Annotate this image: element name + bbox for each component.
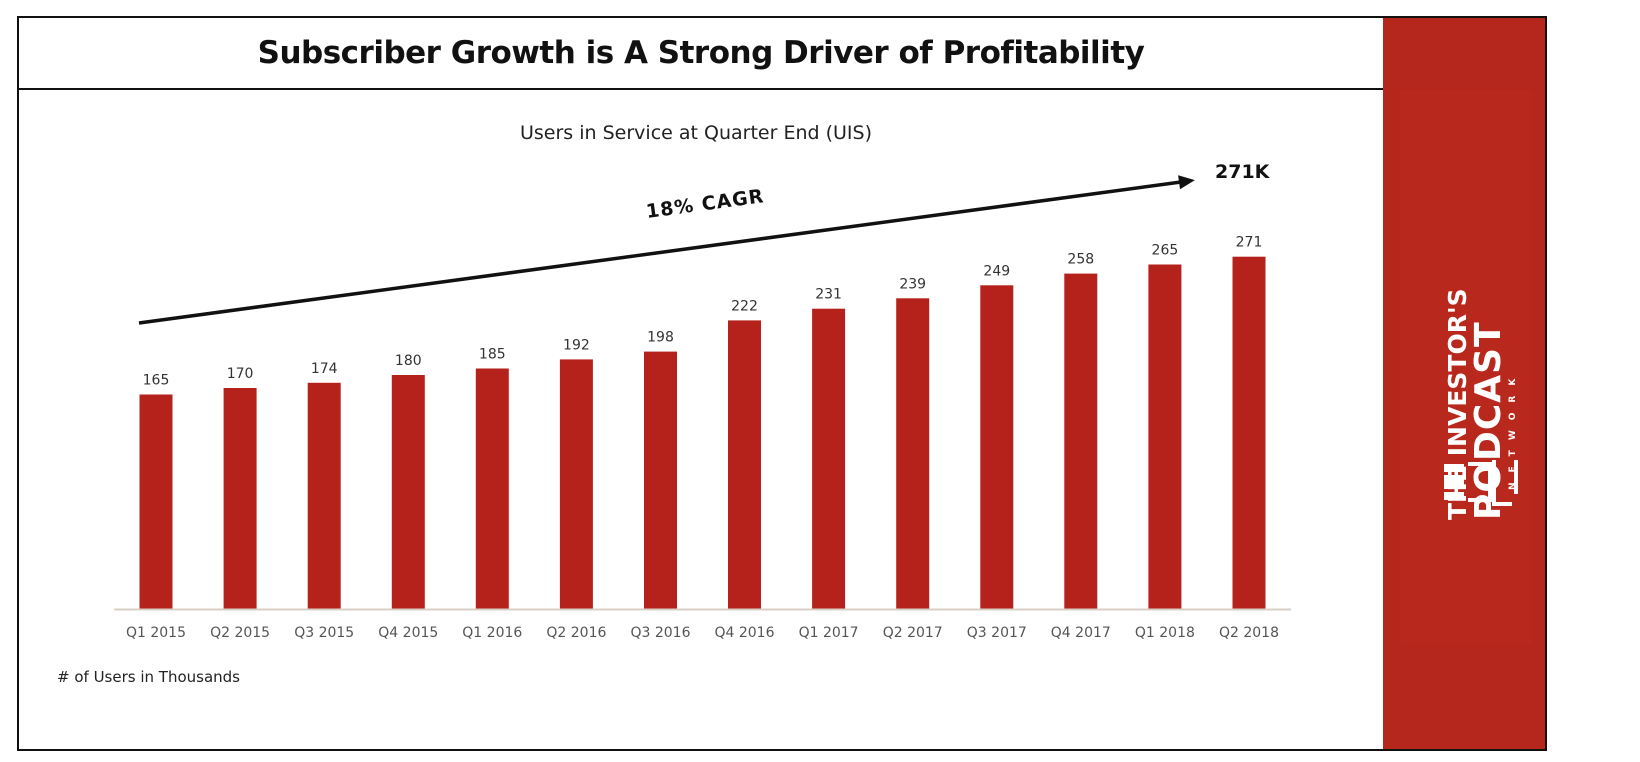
trend-end-label: 271K [1215,161,1271,183]
bar-q1-2016 [475,368,509,609]
x-tick-label: Q2 2017 [883,625,943,641]
trend-arrow-head-icon [1178,175,1195,190]
data-label: 239 [899,276,926,292]
trend-arrow-line [138,180,1182,325]
x-tick-label: Q4 2016 [714,625,774,641]
x-tick-label: Q1 2015 [126,625,186,641]
x-tick-label: Q3 2016 [630,625,690,641]
bar-q1-2015 [139,394,173,609]
bar-q4-2015 [391,375,425,609]
bar-q2-2016 [559,359,593,609]
data-label: 174 [311,361,338,377]
x-tick-label: Q2 2015 [210,625,270,641]
data-label: 170 [227,366,254,382]
bar-q4-2017 [1064,273,1098,609]
x-tick-label: Q2 2018 [1219,625,1279,641]
brand-side-panel: THE INVESTOR'S PODCAST NETWORK [1400,90,1532,643]
bar-q2-2015 [223,388,257,609]
bar-q2-2017 [896,298,930,609]
slide-frame: Subscriber Growth is A Strong Driver of … [17,16,1547,751]
data-label: 258 [1067,252,1094,268]
bar-q3-2017 [980,285,1014,609]
x-tick-label: Q3 2017 [967,625,1027,641]
chart-title: Users in Service at Quarter End (UIS) [520,122,872,144]
x-tick-label: Q4 2017 [1051,625,1111,641]
x-tick-label: Q3 2015 [294,625,354,641]
bar-q3-2015 [307,382,341,609]
bar-q2-2018 [1232,256,1266,609]
data-label: 165 [143,373,170,389]
x-tick-label: Q4 2015 [378,625,438,641]
value-labels-group: 165 170 174 180 185 192 198 222 231 239 249 258 265 2… [143,235,1263,389]
data-label: 249 [983,263,1010,279]
logo-mark-icon [1444,460,1518,506]
bar-q1-2018 [1148,264,1182,609]
bar-q1-2017 [812,308,846,609]
data-label: 198 [647,330,674,346]
data-label: 265 [1152,243,1179,259]
bar-q4-2016 [728,320,761,609]
data-label: 180 [395,353,422,369]
data-label: 231 [815,287,842,303]
data-label: 222 [731,298,758,314]
bars-group [139,256,1266,609]
data-label: 192 [563,337,590,353]
x-tick-label: Q1 2018 [1135,625,1195,641]
bar-q3-2016 [644,351,677,609]
podcast-logo: THE INVESTOR'S PODCAST NETWORK [1428,240,1538,520]
x-tick-label: Q1 2016 [462,625,522,641]
data-label: 185 [479,347,506,363]
data-label: 271 [1236,235,1263,251]
trend-cagr-label: 18% CAGR [645,185,766,223]
brand-side-band: THE INVESTOR'S PODCAST NETWORK [1383,18,1545,749]
category-labels-group: Q1 2015 Q2 2015 Q3 2015 Q4 2015 Q1 2016 Q2 20… [126,625,1279,641]
bar-chart: Users in Service at Quarter End (UIS) 16… [114,122,1291,641]
x-tick-label: Q2 2016 [546,625,606,641]
x-tick-label: Q1 2017 [799,625,859,641]
title-bar: Subscriber Growth is A Strong Driver of … [19,18,1383,90]
footnote: # of Users in Thousands [57,668,240,686]
page-title: Subscriber Growth is A Strong Driver of … [257,35,1145,71]
